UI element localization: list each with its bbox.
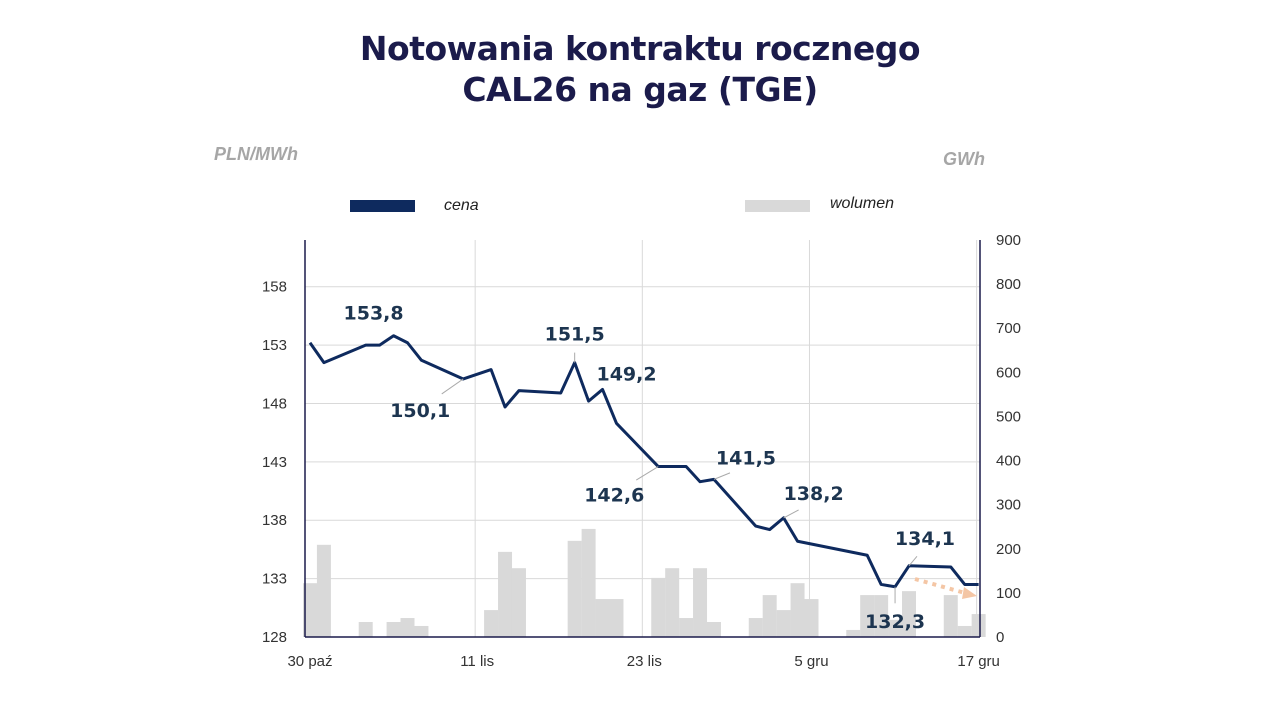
volume-bar bbox=[790, 583, 805, 637]
volume-bar bbox=[665, 568, 680, 637]
legend-swatch-wolumen bbox=[745, 200, 810, 212]
volume-bar bbox=[511, 568, 526, 637]
volume-bar bbox=[943, 595, 958, 637]
volume-bar bbox=[567, 540, 582, 637]
volume-bar bbox=[762, 595, 777, 637]
annotation-label: 142,6 bbox=[584, 485, 644, 507]
volume-bar bbox=[581, 528, 596, 637]
volume-bar bbox=[414, 625, 429, 637]
annotation-leader bbox=[783, 509, 799, 519]
annotation-label: 138,2 bbox=[784, 483, 844, 505]
right-tick-label: 900 bbox=[996, 232, 1021, 249]
right-tick-label: 400 bbox=[996, 453, 1021, 470]
left-tick-label: 148 bbox=[262, 395, 287, 412]
volume-bar bbox=[303, 583, 317, 637]
left-tick-label: 138 bbox=[262, 512, 287, 529]
volume-bar bbox=[776, 610, 791, 637]
title-line-2: CAL26 na gaz (TGE) bbox=[462, 70, 818, 109]
annotation-label: 151,5 bbox=[545, 324, 605, 346]
x-tick-label: 5 gru bbox=[794, 653, 828, 670]
volume-bar bbox=[693, 568, 708, 637]
volume-bar bbox=[679, 618, 694, 637]
left-tick-label: 128 bbox=[262, 629, 287, 646]
left-tick-label: 133 bbox=[262, 571, 287, 588]
annotation-leader bbox=[635, 466, 659, 481]
trend-arrow-line bbox=[914, 577, 966, 595]
x-tick-label: 11 lis bbox=[460, 653, 494, 670]
volume-bar bbox=[386, 622, 401, 637]
volume-bar bbox=[804, 599, 819, 637]
annotation-leader bbox=[908, 555, 918, 567]
legend-swatch-cena bbox=[350, 200, 415, 212]
x-tick-label: 30 paź bbox=[287, 653, 332, 670]
volume-bar bbox=[888, 619, 903, 637]
x-tick-label: 23 lis bbox=[627, 653, 662, 670]
title-line-1: Notowania kontraktu rocznego bbox=[359, 29, 921, 68]
right-tick-label: 500 bbox=[996, 408, 1021, 425]
annotation-label: 134,1 bbox=[895, 528, 955, 550]
volume-bar bbox=[706, 622, 721, 637]
volume-bar bbox=[358, 622, 373, 637]
volume-bar bbox=[484, 610, 499, 637]
volume-bar bbox=[971, 614, 986, 637]
volume-bar bbox=[498, 551, 513, 637]
volume-bar bbox=[957, 625, 972, 637]
trend-arrow-head bbox=[962, 587, 977, 599]
annotation-label: 149,2 bbox=[596, 363, 656, 385]
left-tick-label: 153 bbox=[262, 337, 287, 354]
volume-bar bbox=[316, 544, 331, 637]
chart-title: Notowania kontraktu rocznego CAL26 na ga… bbox=[0, 28, 1280, 110]
right-tick-label: 600 bbox=[996, 364, 1021, 381]
left-axis-unit: PLN/MWh bbox=[214, 144, 298, 164]
right-tick-label: 800 bbox=[996, 276, 1021, 293]
price-line bbox=[308, 334, 979, 589]
right-tick-label: 300 bbox=[996, 497, 1021, 514]
right-axis-unit: GWh bbox=[943, 149, 985, 169]
legend-label-cena: cena bbox=[444, 197, 479, 214]
annotation-leader bbox=[441, 378, 464, 395]
volume-bar bbox=[609, 599, 624, 637]
annotation-label: 132,3 bbox=[865, 611, 925, 633]
volume-bar bbox=[846, 629, 861, 637]
right-tick-label: 100 bbox=[996, 585, 1021, 602]
left-tick-label: 158 bbox=[262, 279, 287, 296]
right-tick-label: 200 bbox=[996, 541, 1021, 558]
legend-label-wolumen: wolumen bbox=[830, 195, 895, 212]
volume-bar bbox=[860, 595, 875, 637]
volume-bar bbox=[748, 618, 763, 637]
volume-bar bbox=[901, 591, 916, 637]
annotation-label: 141,5 bbox=[716, 447, 776, 469]
annotation-label: 150,1 bbox=[390, 400, 450, 422]
volume-bar bbox=[400, 618, 415, 637]
volume-bar bbox=[651, 577, 666, 637]
right-tick-label: 0 bbox=[996, 629, 1004, 646]
annotation-leader bbox=[713, 472, 731, 480]
volume-bar bbox=[874, 595, 889, 637]
x-tick-label: 17 gru bbox=[957, 653, 1000, 670]
annotation-label: 153,8 bbox=[344, 303, 404, 325]
volume-bar bbox=[595, 599, 610, 637]
right-tick-label: 700 bbox=[996, 320, 1021, 337]
left-tick-label: 143 bbox=[262, 454, 287, 471]
